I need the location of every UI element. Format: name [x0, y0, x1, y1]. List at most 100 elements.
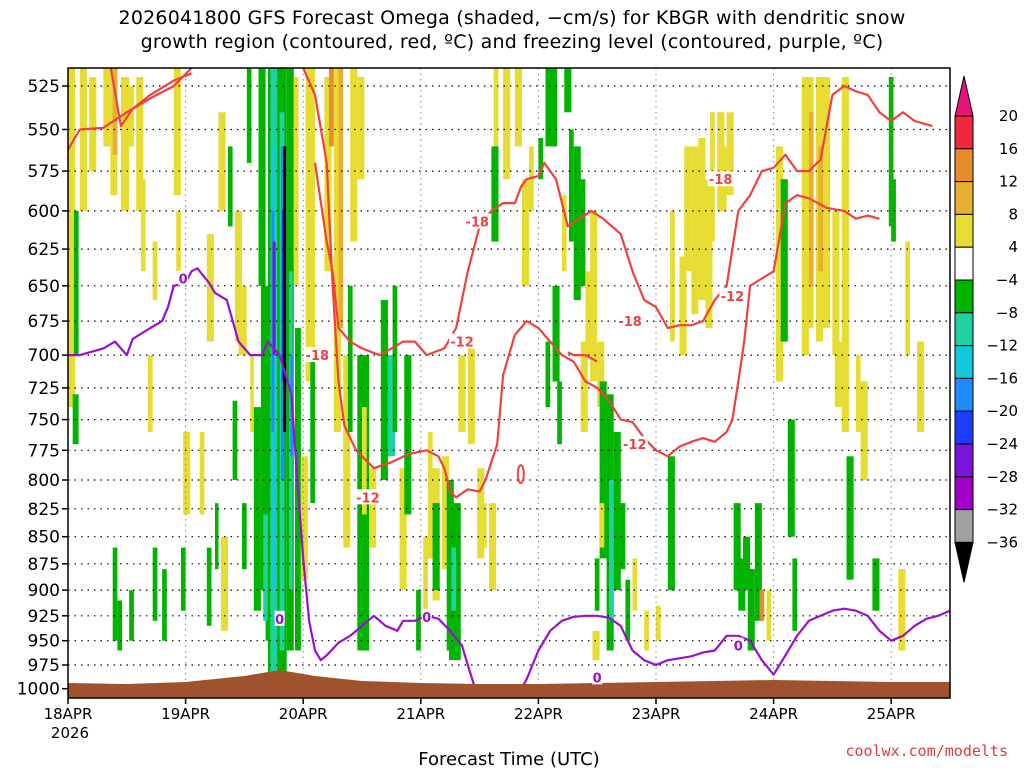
omega-streak: [917, 341, 925, 432]
omega-streak: [552, 285, 560, 382]
colorbar-segment: [954, 509, 974, 543]
omega-streak: [521, 179, 529, 286]
colorbar-label: −36: [986, 533, 1018, 551]
omega-streak: [766, 590, 772, 641]
omega-streak: [451, 547, 457, 611]
omega-streak: [561, 195, 567, 272]
omega-streak: [380, 300, 388, 480]
omega-streak: [173, 68, 181, 196]
terrain-ground: [68, 670, 950, 698]
colorbar-label: 16: [999, 140, 1018, 158]
colorbar-label: −28: [986, 468, 1018, 486]
omega-streak: [300, 456, 308, 580]
omega-streak: [176, 210, 181, 272]
omega-streak: [103, 68, 111, 147]
contour-label-bg: [304, 347, 331, 363]
omega-streak: [369, 468, 377, 548]
x-tick-label: 25APR: [867, 705, 916, 723]
colorbar-segment: [954, 246, 974, 281]
omega-streak: [759, 590, 765, 621]
dgz-contour-closed: [516, 464, 525, 485]
y-tick-label: 575: [28, 162, 60, 182]
omega-streak: [594, 558, 600, 611]
omega-streak: [580, 179, 586, 286]
omega-streak: [538, 138, 544, 180]
freezing-level-contour: [68, 267, 481, 698]
x-tick-label: 23APR: [632, 705, 681, 723]
contour-label: -18: [306, 349, 330, 364]
y-tick-label: 1000: [17, 680, 60, 700]
omega-streak: [232, 400, 238, 480]
colorbar-segment: [954, 279, 974, 314]
omega-streak: [557, 381, 562, 445]
dgz-contour: [567, 351, 598, 363]
contour-label-bg: [464, 213, 491, 229]
omega-streak: [272, 241, 276, 356]
colorbar-label: −4: [996, 271, 1018, 289]
contour-label: -18: [618, 315, 642, 330]
omega-streak: [68, 68, 76, 408]
colorbar-label: −8: [996, 304, 1018, 322]
plot-frame: [67, 67, 951, 699]
contour-label: -12: [721, 290, 745, 305]
x-tick-label: 19APR: [161, 705, 210, 723]
omega-streak: [564, 68, 572, 113]
omega-streak: [691, 146, 699, 315]
omega-streak: [152, 547, 158, 621]
omega-streak: [140, 179, 146, 272]
ground-fill: [68, 670, 950, 698]
omega-streak: [834, 341, 842, 407]
omega-streak: [136, 77, 144, 211]
omega-streak: [491, 146, 499, 242]
omega-streak: [235, 210, 243, 342]
colorbar-label: −24: [986, 435, 1018, 453]
omega-streak: [823, 77, 831, 328]
contour-label-bg: [274, 610, 285, 626]
y-tick-label: 800: [28, 471, 60, 491]
omega-streak: [112, 547, 118, 641]
y-tick-label: 625: [28, 240, 60, 260]
omega-streak: [260, 285, 268, 591]
y-tick-label: 550: [28, 121, 60, 141]
colorbar-label: −20: [986, 402, 1018, 420]
contour-label-bg: [617, 313, 644, 329]
omega-streak: [493, 68, 499, 196]
x-tick-label: 21APR: [396, 705, 445, 723]
omega-streak: [227, 146, 233, 227]
x-tick-label: 18APR: [44, 705, 93, 723]
omega-streak: [215, 503, 219, 570]
y-tick-label: 725: [28, 379, 60, 399]
contour-label-bg: [707, 171, 734, 187]
omega-streak: [293, 77, 299, 286]
colorbar-segment: [954, 443, 974, 478]
contour-label: 0: [422, 611, 431, 626]
omega-streak: [860, 381, 868, 480]
omega-streak: [152, 241, 158, 301]
omega-streak: [117, 600, 123, 651]
y-tick-label: 825: [28, 500, 60, 520]
omega-streak: [246, 68, 252, 163]
dgz-contour: [313, 84, 933, 357]
omega-streak: [199, 432, 205, 515]
contour-label-bg: [421, 608, 432, 624]
contour-label-bg: [178, 270, 189, 286]
omega-streak: [338, 68, 344, 328]
colorbar-segment: [954, 148, 974, 183]
x-tick-label: 24APR: [749, 705, 798, 723]
y-tick-label: 975: [28, 656, 60, 676]
omega-streak: [357, 77, 365, 180]
y-tick-label: 850: [28, 528, 60, 548]
contour-label: 0: [179, 273, 188, 288]
contour-label-bg: [621, 436, 648, 452]
x-year-label: 2026: [51, 724, 89, 742]
omega-streak: [754, 503, 762, 621]
contour-label: -18: [465, 216, 489, 231]
omega-streak: [733, 503, 741, 591]
contour-label: 0: [593, 671, 602, 686]
colorbar-label: −32: [986, 501, 1018, 519]
omega-streak: [705, 179, 713, 328]
omega-streak: [206, 234, 214, 342]
dgz-contour: [109, 68, 192, 128]
colorbar-label: −16: [986, 369, 1018, 387]
